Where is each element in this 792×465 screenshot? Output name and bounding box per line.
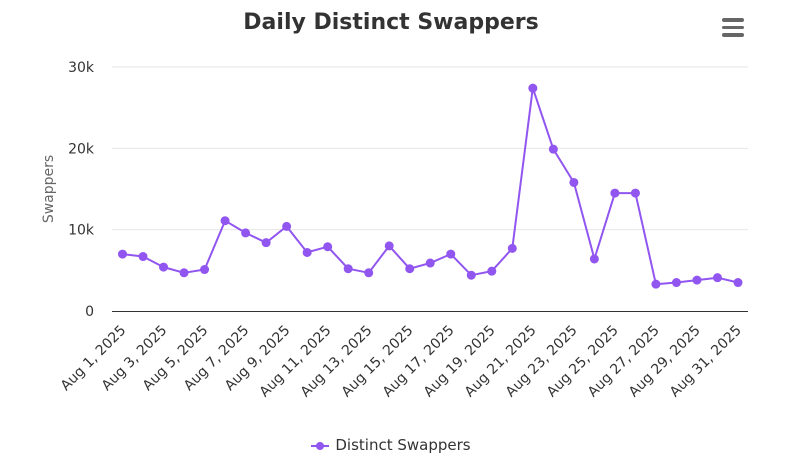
data-point[interactable] [548,144,558,154]
data-point[interactable] [302,247,312,257]
data-point[interactable] [487,266,497,276]
data-point[interactable] [241,228,251,238]
data-point[interactable] [323,242,333,252]
data-point[interactable] [179,268,189,278]
data-point[interactable] [589,254,599,264]
data-point[interactable] [343,264,353,274]
x-tick-label: Aug 19, 2025 [421,323,499,401]
data-point[interactable] [466,270,476,280]
legend-item[interactable]: Distinct Swappers [0,436,782,454]
y-tick-label: 30k [68,60,95,76]
x-tick-label: Aug 15, 2025 [339,323,417,401]
y-axis-ticks: 0 10k 20k 30k [68,60,95,320]
data-point[interactable] [118,249,127,259]
data-point[interactable] [200,265,210,275]
x-tick-label: Aug 29, 2025 [626,323,704,401]
y-tick-label: 0 [85,304,94,320]
chart-menu-button[interactable] [718,14,748,42]
data-point[interactable] [425,258,435,268]
x-tick-label: Aug 27, 2025 [585,323,663,401]
x-tick-label: Aug 25, 2025 [544,323,622,401]
data-point[interactable] [384,241,394,251]
legend-label: Distinct Swappers [335,436,471,454]
series-distinct-swappers [118,83,743,289]
y-tick-label: 20k [68,141,95,157]
data-point[interactable] [159,262,169,272]
x-tick-label: Aug 13, 2025 [298,323,376,401]
data-point[interactable] [692,275,702,285]
x-tick-label: Aug 31, 2025 [667,323,745,401]
data-point[interactable] [528,83,538,93]
data-point[interactable] [282,221,292,231]
data-point[interactable] [220,216,230,226]
data-point[interactable] [261,238,271,248]
chart-title: Daily Distinct Swappers [243,10,539,35]
data-point[interactable] [671,278,681,288]
data-point[interactable] [651,279,661,289]
legend-swatch [311,441,330,451]
data-point[interactable] [630,188,640,198]
series-line [122,87,739,286]
data-point[interactable] [569,177,579,187]
y-tick-label: 10k [68,223,95,239]
data-point[interactable] [507,243,517,253]
gridlines [112,66,748,231]
x-tick-label: Aug 23, 2025 [503,323,581,401]
x-tick-label: Aug 11, 2025 [257,323,335,401]
data-point[interactable] [446,249,456,259]
data-point[interactable] [610,188,620,198]
hamburger-menu-icon [722,18,744,22]
data-point[interactable] [138,252,148,262]
x-tick-label: Aug 17, 2025 [380,323,458,401]
y-axis-label: Swappers [41,155,57,223]
data-point[interactable] [405,264,415,274]
data-point[interactable] [712,273,722,283]
data-point[interactable] [364,268,374,278]
x-tick-label: Aug 21, 2025 [462,323,540,401]
data-point[interactable] [733,278,743,288]
